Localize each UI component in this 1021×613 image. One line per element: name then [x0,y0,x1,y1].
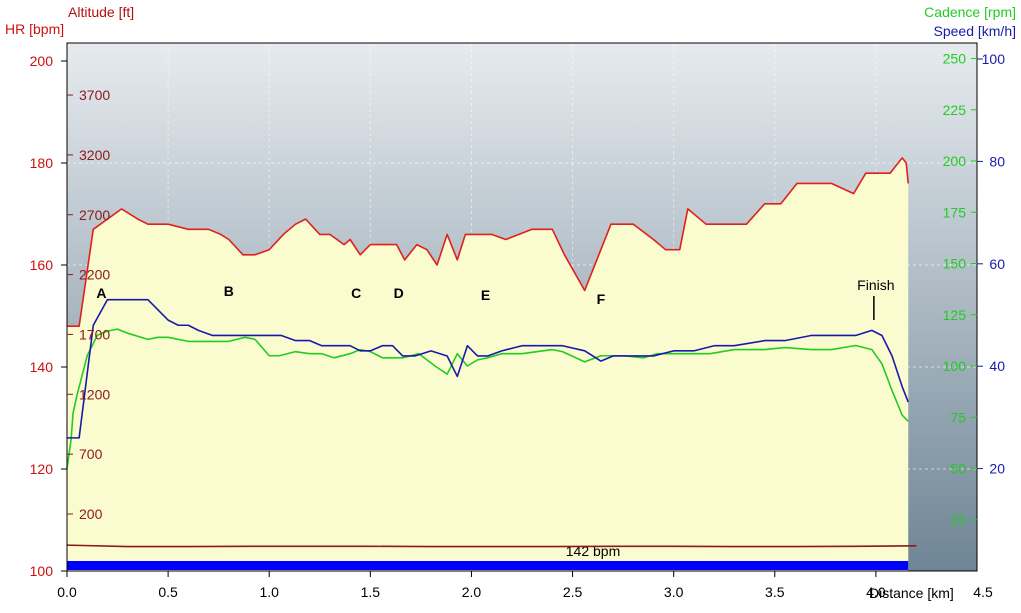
speed-axis-title: Speed [km/h] [934,23,1017,39]
x-tick-label: 3.0 [664,584,684,600]
hr-series-line [67,157,910,328]
series-lines [66,157,917,548]
altitude-tick-label: 1200 [79,386,110,402]
speed-tick-label: 80 [989,153,1005,169]
altitude-tick-label: 2700 [79,207,110,223]
x-tick-label: 0.0 [57,584,77,600]
x-tick-label: 2.5 [563,584,583,600]
speed-series-line [67,298,909,439]
finish-label: Finish [857,277,894,293]
hr-tick-label: 180 [30,155,54,171]
altitude-tick-label: 3700 [79,87,110,103]
speed-tick-label: 60 [989,256,1005,272]
cadence-tick-label: 25 [950,512,966,528]
route-marker-label: B [224,283,234,299]
cadence-tick-label: 125 [943,307,967,323]
altitude-tick-label: 2200 [79,267,110,283]
x-axis-title: Distance [km] [869,585,954,601]
plot-frame [66,42,978,572]
x-tick-label: 0.5 [158,584,178,600]
cadence-tick-label: 200 [943,153,967,169]
route-marker-label: C [351,285,361,301]
x-tick-label: 3.5 [765,584,785,600]
altitude-tick-label: 1700 [79,326,110,342]
speed-tick-label: 20 [989,461,1005,477]
x-tick-label: 4.0 [866,584,886,600]
hr-tick-label: 100 [30,563,54,579]
altitude-tick-label: 3200 [79,147,110,163]
x-tick-label: 4.5 [973,584,993,600]
route-marker-label: F [597,291,606,307]
hr-fill-area [67,157,909,571]
cadence-tick-label: 75 [950,409,966,425]
altitude-series-line [66,544,917,548]
axis-ticks: 0.0 0.5 1.0 1.5 2.0 2.5 3.0 3.5 4.0 4.5 200 180 160 1… [30,51,1006,601]
x-tick-label: 1.5 [361,584,381,600]
cadence-axis-title: Cadence [rpm] [924,4,1016,20]
hr-tick-label: 140 [30,359,54,375]
altitude-tick-label: 700 [79,446,103,462]
route-marker-label: D [394,285,404,301]
cadence-tick-label: 50 [950,461,966,477]
hr-tick-label: 200 [30,53,54,69]
x-tick-label: 2.0 [462,584,482,600]
hr-axis-title: HR [bpm] [5,21,64,37]
cadence-tick-label: 175 [943,204,967,220]
cadence-tick-label: 250 [943,51,967,67]
cadence-tick-label: 225 [943,102,967,118]
altitude-axis-title: Altitude [ft] [68,4,134,20]
altitude-tick-label: 200 [79,506,103,522]
hr-zone-label: 142 bpm [566,543,620,559]
cadence-tick-label: 100 [943,358,967,374]
hr-tick-label: 120 [30,461,54,477]
x-tick-label: 1.0 [259,584,279,600]
speed-tick-label: 40 [989,358,1005,374]
route-marker-label: E [481,287,490,303]
route-markers: A B C D E F Finish [96,277,895,320]
route-marker-label: A [96,285,106,301]
hr-zone-bar [67,561,909,570]
hr-tick-label: 160 [30,257,54,273]
speed-tick-label: 100 [982,51,1006,67]
cadence-tick-label: 150 [943,256,967,272]
